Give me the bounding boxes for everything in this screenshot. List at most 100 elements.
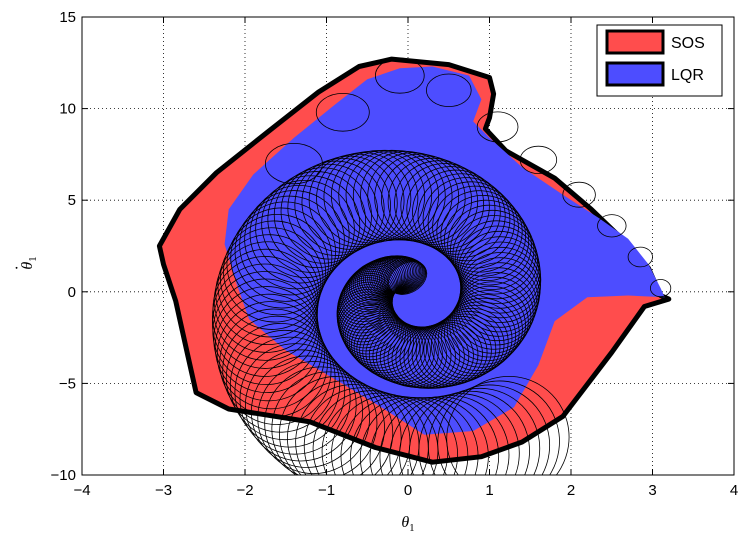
ellipse-trace xyxy=(476,111,519,143)
ellipse-trace xyxy=(446,294,523,365)
ellipse-trace xyxy=(382,257,424,294)
ellipse-trace xyxy=(373,255,418,294)
ellipse-trace xyxy=(234,336,346,448)
ellipse-trace xyxy=(458,267,538,342)
x-tick-label: 1 xyxy=(485,482,493,499)
ellipse-trace xyxy=(331,394,449,475)
ellipse-trace xyxy=(365,323,431,382)
ellipse-trace xyxy=(440,194,526,277)
ellipse-trace xyxy=(375,255,419,293)
ellipse-trace xyxy=(344,267,396,313)
ellipse-trace xyxy=(287,380,402,475)
ellipse-trace xyxy=(222,315,332,425)
ellipse-trace xyxy=(216,301,325,410)
ellipse-trace xyxy=(353,316,417,374)
ellipse-trace xyxy=(308,153,405,248)
y-tick-label: −5 xyxy=(59,375,76,392)
ellipse-trace xyxy=(415,320,488,386)
svg-text:·: · xyxy=(9,266,26,270)
ellipse-trace xyxy=(351,315,414,371)
ellipse-trace xyxy=(562,181,596,208)
ellipse-trace xyxy=(212,271,319,377)
ellipse-trace xyxy=(321,392,439,475)
svg-text:θ1: θ1 xyxy=(19,256,39,269)
ellipse-trace xyxy=(372,325,439,385)
ellipse-trace xyxy=(215,241,320,346)
y-tick-label: −10 xyxy=(51,467,76,484)
ellipse-trace xyxy=(425,73,472,107)
ellipse-trace xyxy=(376,325,443,386)
ellipse-trace xyxy=(427,181,515,265)
ellipse-trace xyxy=(250,355,364,468)
ellipse-trace xyxy=(264,143,323,185)
ellipse-trace xyxy=(649,279,672,298)
ellipse-trace xyxy=(417,173,506,258)
ellipse-trace xyxy=(394,160,485,248)
ellipse-trace xyxy=(338,277,393,325)
ellipse-trace xyxy=(356,318,421,376)
ellipse-trace xyxy=(214,293,323,402)
ellipse-trace xyxy=(369,396,489,475)
ellipse-trace xyxy=(255,179,355,279)
ellipse-trace xyxy=(597,214,627,238)
tick-marks xyxy=(81,16,735,476)
x-tick-label: −3 xyxy=(155,482,172,499)
ellipse-trace xyxy=(432,185,519,269)
ellipse-trace xyxy=(447,204,532,286)
ellipse-trace xyxy=(226,213,329,316)
legend-swatch-sos xyxy=(605,29,665,55)
ellipse-trace xyxy=(342,268,396,315)
x-axis-label: θ1 xyxy=(401,514,414,534)
ellipse-trace xyxy=(350,261,401,305)
ellipse-trace xyxy=(385,259,426,294)
x-tick-label: 2 xyxy=(567,482,575,499)
ellipse-trace xyxy=(359,320,424,378)
ellipse-trace xyxy=(244,190,345,290)
ellipse-trace xyxy=(444,297,520,368)
ellipse-trace xyxy=(234,201,336,302)
x-tick-label: −2 xyxy=(236,482,253,499)
ellipse-trace xyxy=(457,272,536,346)
ellipse-trace xyxy=(315,93,370,132)
ellipse-trace xyxy=(249,184,350,284)
ellipse-trace xyxy=(627,246,653,268)
ellipse-trace xyxy=(389,395,510,475)
ellipse-trace xyxy=(434,307,509,377)
ellipse-trace xyxy=(374,57,425,94)
legend-label-lqr: LQR xyxy=(671,67,704,84)
ellipse-trace xyxy=(406,166,496,252)
ellipse-trace xyxy=(422,177,511,262)
y-tick-label: 0 xyxy=(68,284,76,301)
ellipse-trace xyxy=(261,175,361,273)
ellipse-trace xyxy=(380,257,423,293)
ellipse-trace xyxy=(350,396,469,475)
x-tick-label: 0 xyxy=(404,482,412,499)
ellipse-trace xyxy=(399,393,520,475)
ellipse-trace xyxy=(437,380,560,475)
ellipse-trace xyxy=(279,376,394,475)
ellipse-trace xyxy=(418,387,541,475)
ellipse-trace xyxy=(427,384,551,475)
ellipse-trace xyxy=(239,343,351,455)
y-tick-label: 5 xyxy=(68,192,76,209)
ellipse-trace xyxy=(453,281,532,354)
x-tick-label: 3 xyxy=(648,482,656,499)
y-axis-label: θ1 · xyxy=(9,256,39,270)
ellipse-trace xyxy=(419,318,492,385)
ellipse-trace xyxy=(451,285,529,358)
x-tick-label: 4 xyxy=(730,482,738,499)
ellipse-trace xyxy=(223,220,326,323)
ellipse-trace xyxy=(212,256,318,361)
ellipse-trace xyxy=(239,195,341,296)
ellipse-trace xyxy=(219,308,328,418)
x-tick-label: −4 xyxy=(73,482,90,499)
ellipse-trace xyxy=(316,152,412,246)
ellipse-trace xyxy=(446,375,570,475)
y-tick-label: 10 xyxy=(59,101,76,118)
ellipse-trace xyxy=(362,321,428,380)
ellipse-trace xyxy=(244,349,357,462)
ellipse-trace xyxy=(379,396,500,475)
ellipse-trace xyxy=(519,145,558,174)
ellipse-trace xyxy=(387,157,479,246)
